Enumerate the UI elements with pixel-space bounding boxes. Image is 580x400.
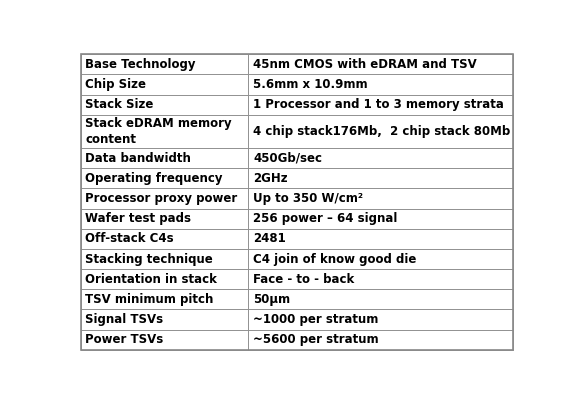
Bar bbox=[248, 249, 513, 269]
Text: Power TSVs: Power TSVs bbox=[85, 333, 164, 346]
Text: Data bandwidth: Data bandwidth bbox=[85, 152, 191, 165]
Bar bbox=[81, 249, 248, 269]
Bar bbox=[248, 229, 513, 249]
Bar bbox=[248, 188, 513, 208]
Text: 2GHz: 2GHz bbox=[253, 172, 288, 185]
Bar bbox=[81, 310, 248, 330]
Bar bbox=[81, 188, 248, 208]
Bar bbox=[248, 74, 513, 94]
Text: Chip Size: Chip Size bbox=[85, 78, 146, 91]
Text: 256 power – 64 signal: 256 power – 64 signal bbox=[253, 212, 397, 225]
Bar bbox=[81, 54, 248, 74]
Bar bbox=[248, 330, 513, 350]
Text: Stack Size: Stack Size bbox=[85, 98, 154, 111]
Text: 45nm CMOS with eDRAM and TSV: 45nm CMOS with eDRAM and TSV bbox=[253, 58, 477, 71]
Bar bbox=[248, 115, 513, 148]
Bar bbox=[81, 74, 248, 94]
Text: Operating frequency: Operating frequency bbox=[85, 172, 223, 185]
Bar bbox=[81, 208, 248, 229]
Text: Base Technology: Base Technology bbox=[85, 58, 195, 71]
Bar bbox=[81, 94, 248, 115]
Bar bbox=[81, 229, 248, 249]
Bar bbox=[248, 94, 513, 115]
Bar bbox=[248, 148, 513, 168]
Text: Up to 350 W/cm²: Up to 350 W/cm² bbox=[253, 192, 363, 205]
Text: Off-stack C4s: Off-stack C4s bbox=[85, 232, 174, 245]
Text: TSV minimum pitch: TSV minimum pitch bbox=[85, 293, 213, 306]
Bar bbox=[81, 168, 248, 188]
Text: C4 join of know good die: C4 join of know good die bbox=[253, 252, 416, 266]
Text: 50μm: 50μm bbox=[253, 293, 290, 306]
Text: Processor proxy power: Processor proxy power bbox=[85, 192, 237, 205]
Text: Orientation in stack: Orientation in stack bbox=[85, 273, 217, 286]
Text: Stacking technique: Stacking technique bbox=[85, 252, 213, 266]
Bar bbox=[81, 330, 248, 350]
Text: Stack eDRAM memory
content: Stack eDRAM memory content bbox=[85, 117, 232, 146]
Bar bbox=[248, 208, 513, 229]
Bar bbox=[81, 148, 248, 168]
Text: 1 Processor and 1 to 3 memory strata: 1 Processor and 1 to 3 memory strata bbox=[253, 98, 504, 111]
Bar bbox=[248, 168, 513, 188]
Text: Wafer test pads: Wafer test pads bbox=[85, 212, 191, 225]
Bar bbox=[81, 115, 248, 148]
Text: 2481: 2481 bbox=[253, 232, 286, 245]
Bar bbox=[248, 310, 513, 330]
Bar bbox=[248, 289, 513, 310]
Text: Signal TSVs: Signal TSVs bbox=[85, 313, 163, 326]
Text: ~1000 per stratum: ~1000 per stratum bbox=[253, 313, 378, 326]
Text: Face - to - back: Face - to - back bbox=[253, 273, 354, 286]
Text: 450Gb/sec: 450Gb/sec bbox=[253, 152, 322, 165]
Text: 5.6mm x 10.9mm: 5.6mm x 10.9mm bbox=[253, 78, 368, 91]
Bar bbox=[81, 289, 248, 310]
Text: 4 chip stack176Mb,  2 chip stack 80Mb: 4 chip stack176Mb, 2 chip stack 80Mb bbox=[253, 125, 510, 138]
Bar bbox=[248, 269, 513, 289]
Bar bbox=[81, 269, 248, 289]
Text: ~5600 per stratum: ~5600 per stratum bbox=[253, 333, 379, 346]
Bar bbox=[248, 54, 513, 74]
